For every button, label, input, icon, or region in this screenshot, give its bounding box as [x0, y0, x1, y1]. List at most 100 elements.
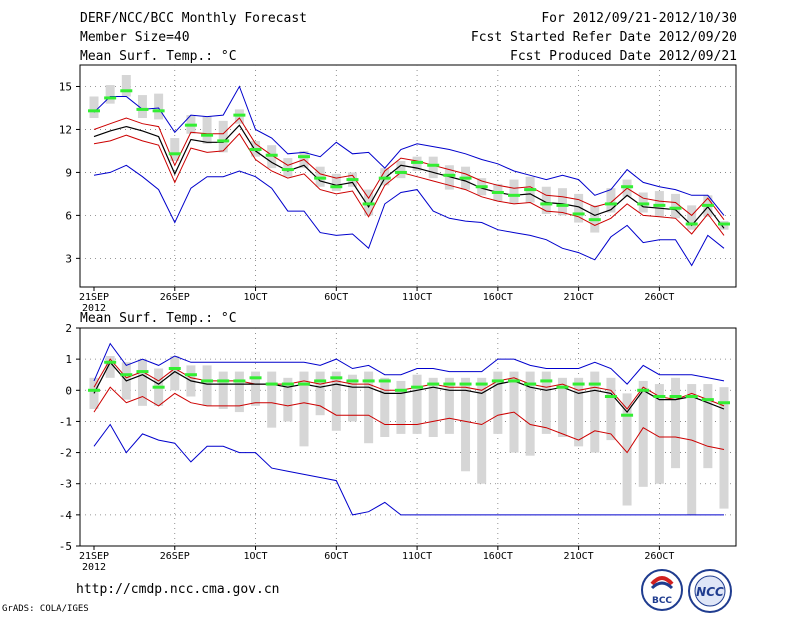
x-tick-label: 21OCT — [564, 292, 594, 303]
temp-variable-label: Mean Surf. Temp.: °C — [80, 49, 237, 64]
x-tick-label: 6OCT — [324, 551, 348, 562]
median-marker — [637, 202, 650, 206]
median-marker — [378, 176, 391, 180]
median-marker — [152, 385, 165, 389]
median-marker — [621, 413, 634, 417]
iqr-box — [687, 384, 697, 515]
iqr-box — [703, 384, 713, 469]
y-tick-label: -4 — [59, 509, 73, 522]
series-p90-line — [93, 358, 725, 410]
median-marker — [540, 379, 553, 383]
chart-panel-1: 3 6 9 12 15 21SEP 26SEP 1OCT 6OCT 11OCT 16OCT 21OCT… — [59, 64, 737, 326]
y-tick-label: -2 — [59, 447, 72, 460]
median-marker — [588, 218, 601, 222]
source-url[interactable]: http://cmdp.ncc.cma.gov.cn — [76, 582, 280, 597]
x-tick-label: 21OCT — [564, 551, 594, 562]
iqr-box — [428, 377, 438, 437]
plot-frame — [79, 327, 737, 547]
iqr-box — [687, 205, 697, 230]
median-marker — [184, 373, 197, 377]
x-tick-label: 16OCT — [483, 551, 513, 562]
median-marker — [588, 382, 601, 386]
iqr-box — [428, 156, 438, 179]
median-marker — [556, 385, 569, 389]
median-marker — [394, 170, 407, 174]
member-size-label: Member Size=40 — [80, 30, 190, 45]
median-marker — [669, 395, 682, 399]
median-marker — [168, 366, 181, 370]
median-marker — [524, 382, 537, 386]
median-marker — [136, 370, 149, 374]
x-tick-label: 26SEP — [160, 292, 190, 303]
median-marker — [233, 113, 246, 117]
median-marker — [572, 212, 585, 216]
median-marker — [168, 152, 181, 156]
series-min-line — [93, 164, 725, 267]
iqr-box — [396, 380, 406, 434]
series-max-line — [93, 342, 725, 385]
median-marker — [701, 398, 714, 402]
median-marker — [362, 202, 375, 206]
y-tick-label: 3 — [65, 252, 72, 265]
median-marker — [411, 160, 424, 164]
median-marker — [120, 373, 133, 377]
iqr-box — [218, 371, 228, 409]
x-tick-label: 11OCT — [402, 551, 432, 562]
median-marker — [298, 155, 310, 159]
iqr-box — [347, 374, 357, 422]
median-marker — [508, 379, 520, 383]
iqr-box — [380, 377, 390, 437]
median-marker — [217, 139, 230, 143]
grads-credit: GrADS: COLA/IGES — [2, 604, 89, 614]
series-mean-line — [93, 124, 725, 229]
chart-panel-2: -5 -4 -3 -2 -1 0 1 2 21SEP 26SEP 1OCT 6OCT 11OCT 16OC… — [59, 322, 737, 573]
median-marker — [249, 376, 262, 380]
median-marker — [637, 388, 650, 392]
median-marker — [201, 379, 214, 383]
median-marker — [152, 109, 165, 113]
chart-title: DERF/NCC/BCC Monthly Forecast — [80, 11, 307, 26]
iqr-box — [590, 371, 600, 453]
series-p10-line — [93, 132, 725, 236]
median-marker — [556, 203, 569, 207]
median-marker — [604, 202, 617, 206]
iqr-box — [557, 377, 567, 437]
median-marker — [685, 395, 698, 399]
iqr-box — [477, 377, 487, 484]
median-marker — [443, 173, 456, 177]
iqr-box — [671, 193, 681, 219]
median-marker — [718, 401, 730, 405]
x-tick-label: 26SEP — [160, 551, 190, 562]
x-tick-label: 21SEP — [79, 292, 109, 303]
x-year-label: 2012 — [82, 303, 106, 314]
median-marker — [701, 203, 714, 207]
iqr-box — [331, 173, 341, 192]
median-marker — [217, 379, 230, 383]
iqr-box — [606, 377, 616, 441]
iqr-box — [509, 179, 519, 204]
median-marker — [281, 168, 294, 172]
series-min-line — [93, 423, 724, 516]
iqr-box — [719, 387, 729, 509]
precip-variable-label: Mean Surf. Temp.: °C — [80, 311, 237, 326]
median-marker — [411, 385, 424, 389]
iqr-box — [218, 120, 228, 153]
y-tick-label: -3 — [59, 478, 72, 491]
median-marker — [685, 222, 698, 226]
plot-frame — [79, 64, 737, 288]
median-marker — [120, 89, 133, 93]
x-tick-label: 16OCT — [483, 292, 513, 303]
iqr-box — [267, 371, 277, 428]
series-mean-line — [93, 361, 725, 414]
forecast-produced-date: Fcst Produced Date 2012/09/21 — [510, 49, 737, 64]
median-marker — [330, 376, 343, 380]
median-marker — [201, 133, 214, 137]
median-marker — [427, 382, 440, 386]
iqr-box — [170, 356, 180, 391]
forecast-period: For 2012/09/21-2012/10/30 — [541, 11, 737, 26]
median-marker — [475, 382, 488, 386]
iqr-box — [283, 158, 293, 177]
iqr-box — [202, 116, 212, 144]
iqr-box — [251, 371, 261, 406]
iqr-box — [105, 356, 115, 378]
